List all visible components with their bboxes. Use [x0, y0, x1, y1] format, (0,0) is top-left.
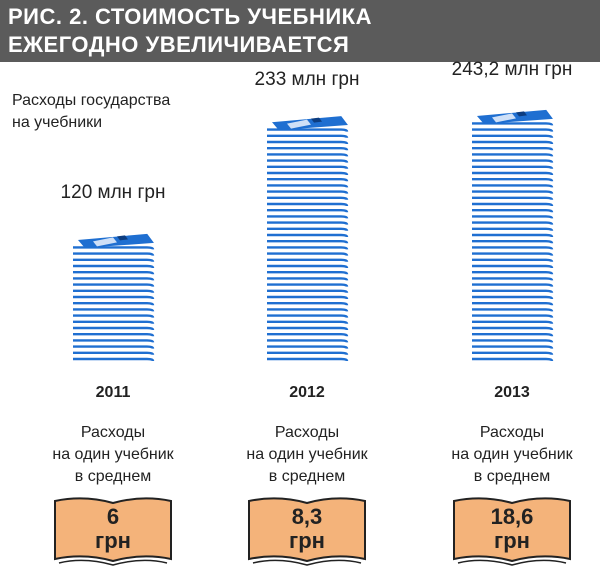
- per-book-value-number: 8,3: [291, 504, 323, 529]
- bar-book-stack: [472, 109, 554, 362]
- tick-label: 2011: [95, 384, 131, 401]
- per-book-value: 6 грн: [95, 505, 131, 553]
- per-book-value: 18,6 грн: [491, 505, 534, 553]
- per-book-value-number: 6: [106, 504, 120, 529]
- tick-label: 2013: [494, 384, 530, 401]
- tick-label: 2012: [289, 384, 325, 401]
- per-book-caption-line: Расходы: [479, 424, 545, 441]
- per-book-caption-line: на один учебник: [52, 446, 174, 463]
- open-book-icon: [453, 497, 571, 566]
- chart-title-line-1: РИС. 2. СТОИМОСТЬ УЧЕБНИКА: [8, 4, 373, 29]
- per-book-caption-line: на один учебник: [246, 446, 368, 463]
- per-book-value: 8,3 грн: [289, 505, 325, 553]
- per-book-caption-line: в среднем: [268, 468, 346, 485]
- annotation-line-2: на учебники: [12, 114, 103, 131]
- chart-title-line-2: ЕЖЕГОДНО УВЕЛИЧИВАЕТСЯ: [8, 32, 350, 57]
- open-book-icon: [248, 497, 366, 566]
- per-book-caption-line: в среднем: [473, 468, 551, 485]
- annotation-line-1: Расходы государства: [12, 92, 171, 109]
- per-book-caption-line: в среднем: [74, 468, 152, 485]
- per-book-caption-line: Расходы: [80, 424, 146, 441]
- per-book-caption: Расходы на один учебник в среднем: [52, 422, 173, 488]
- per-book-caption: Расходы на один учебник в среднем: [246, 422, 367, 488]
- data-label: 120 млн грн: [60, 182, 166, 203]
- data-label: 233 млн грн: [254, 69, 360, 90]
- per-book-caption-line: на один учебник: [451, 446, 573, 463]
- per-book-value-unit: грн: [494, 528, 530, 553]
- bar-book-stack: [73, 233, 155, 362]
- per-book-caption-line: Расходы: [274, 424, 340, 441]
- title-banner: РИС. 2. СТОИМОСТЬ УЧЕБНИКА ЕЖЕГОДНО УВЕЛ…: [0, 0, 600, 62]
- open-book-icon: [54, 497, 172, 566]
- data-label: 243,2 млн грн: [451, 58, 573, 80]
- bar-book-stack: [267, 116, 349, 362]
- per-book-value-unit: грн: [289, 528, 325, 553]
- per-book-caption: Расходы на один учебник в среднем: [451, 422, 572, 488]
- per-book-value-unit: грн: [95, 528, 131, 553]
- per-book-value-number: 18,6: [490, 504, 534, 529]
